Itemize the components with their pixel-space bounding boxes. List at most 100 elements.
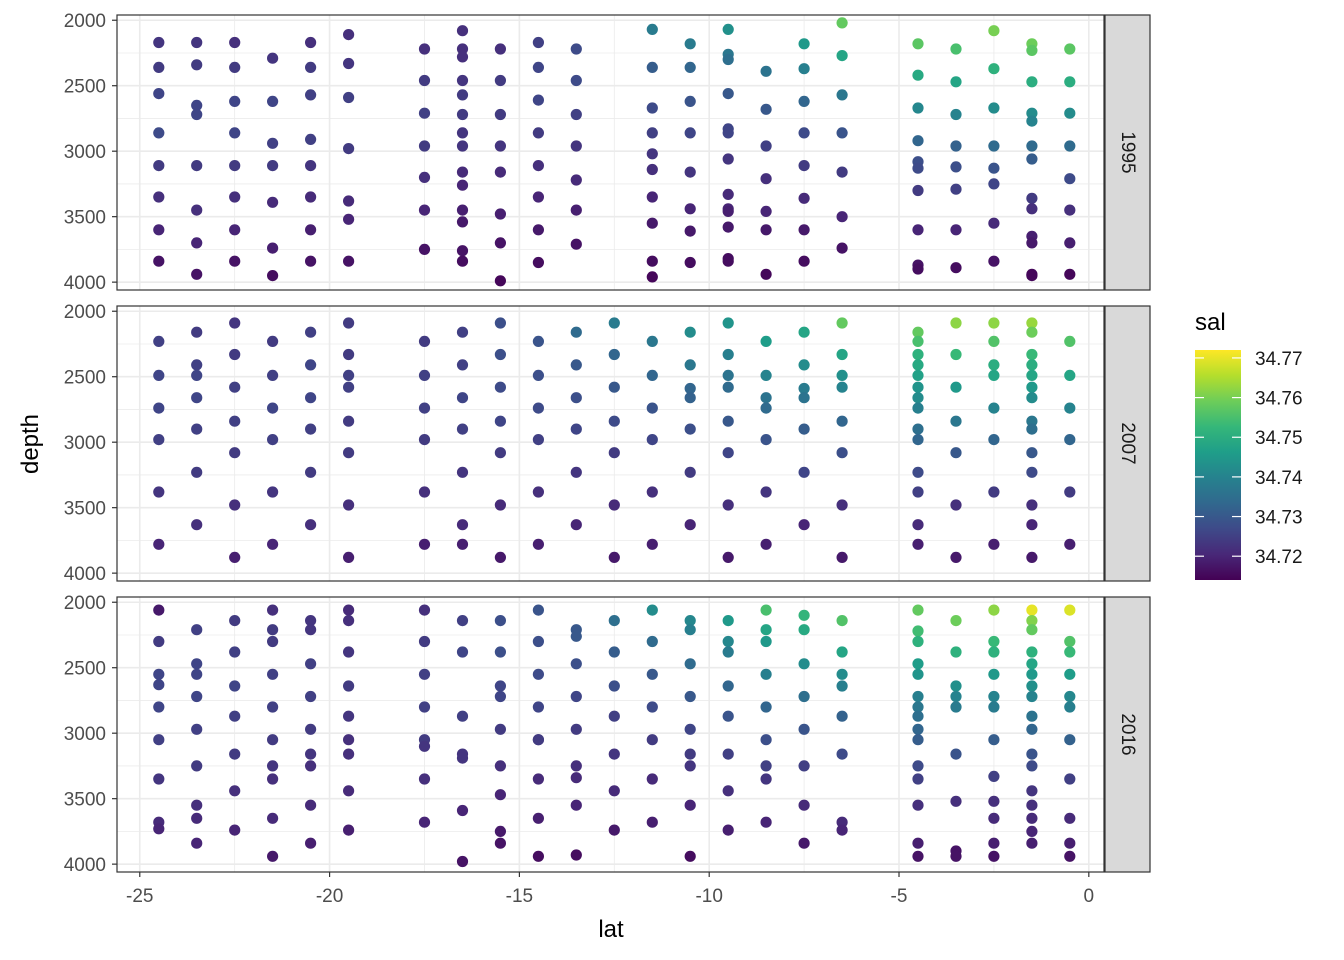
data-point [950,748,962,760]
data-point [836,824,848,836]
data-point [836,369,848,381]
data-point [988,178,1000,190]
data-point [153,61,165,73]
data-point [191,268,203,280]
data-point [267,434,279,446]
data-point [646,191,658,203]
data-point [684,127,696,139]
data-point [494,415,506,427]
data-point [494,551,506,564]
data-point [988,604,1000,616]
data-point [988,25,1000,37]
data-point [267,52,279,64]
data-point [836,551,848,564]
data-point [798,63,810,75]
data-point [760,140,772,152]
data-point [418,107,431,119]
data-point [912,423,924,435]
data-point [836,166,848,178]
data-point [343,734,355,746]
data-point [456,108,469,121]
data-point [1026,837,1038,849]
data-point [305,36,317,49]
data-point [494,499,506,511]
data-point [950,76,962,88]
data-point [153,369,165,381]
data-point [267,196,279,208]
data-point [191,799,203,811]
data-point [191,59,203,71]
data-point [798,799,810,811]
data-point [722,415,734,427]
data-point [418,604,431,616]
data-point [722,785,734,797]
data-point [760,734,772,746]
x-tick-label: 0 [1084,886,1095,907]
data-point [646,635,658,648]
data-point [684,256,696,269]
data-point [191,423,203,435]
data-point [267,812,279,824]
data-point [912,135,924,147]
data-point [722,615,734,627]
data-point [494,646,506,658]
data-point [343,348,355,361]
data-point [267,538,279,550]
y-tick-label: 3500 [64,499,106,520]
data-point [494,680,506,692]
data-point [836,615,848,627]
data-point [153,255,165,267]
data-point [191,369,203,381]
data-point [418,140,431,152]
data-point [950,850,962,862]
data-point [494,237,506,249]
data-point [418,538,431,550]
data-point [1026,348,1038,361]
data-point [836,17,848,29]
data-point [229,680,241,692]
data-point [760,224,772,236]
data-point [532,224,545,236]
data-point [836,668,848,680]
data-point [646,369,658,381]
data-point [343,499,355,511]
data-point [912,402,924,414]
data-point [1064,173,1076,185]
data-point [191,723,203,735]
data-point [760,103,772,115]
data-point [912,625,924,637]
data-point [305,392,317,404]
facet-strip [1104,305,1151,582]
panel-border [116,14,1105,291]
data-point [950,680,962,692]
data-point [722,255,734,267]
data-point [760,538,772,550]
data-point [1064,76,1076,88]
data-point [684,382,696,395]
data-point [722,551,734,564]
data-point [1064,140,1076,152]
data-point [912,369,924,381]
data-point [988,162,1000,174]
data-point [836,748,848,760]
panel-background [117,306,1104,581]
data-point [1064,734,1076,746]
data-point [760,624,772,636]
data-point [494,348,506,361]
data-point [1026,203,1038,215]
data-point [988,538,1000,550]
data-point [684,850,696,862]
data-point [343,213,355,225]
data-point [1026,415,1038,427]
data-point [760,392,772,404]
data-point [1026,107,1038,119]
data-point [267,668,279,680]
data-point [950,348,962,361]
data-point [608,447,620,459]
data-point [494,760,506,772]
data-point [912,102,924,114]
data-point [570,849,582,861]
data-point [570,658,582,670]
data-point [532,668,545,680]
data-point [456,127,469,139]
